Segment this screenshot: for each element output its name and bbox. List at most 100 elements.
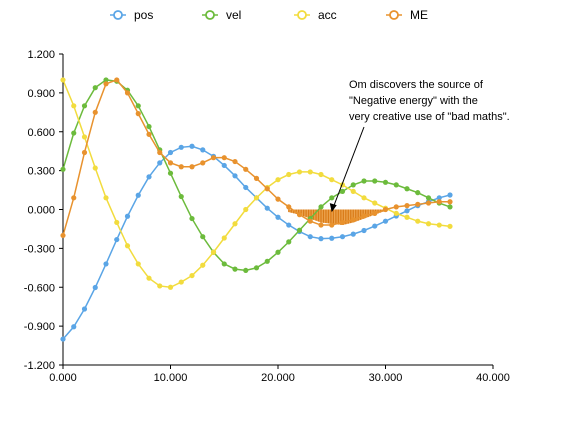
data-point-acc xyxy=(404,214,410,220)
data-point-me xyxy=(264,186,270,192)
annotation-arrow-line xyxy=(333,126,365,207)
data-point-pos xyxy=(103,261,109,267)
data-point-vel xyxy=(382,179,389,185)
data-point-vel xyxy=(146,123,152,130)
data-point-me xyxy=(71,195,77,201)
data-point-acc xyxy=(189,272,195,279)
negative-energy-area xyxy=(288,209,386,226)
legend-label: pos xyxy=(134,8,153,22)
data-point-me xyxy=(307,218,313,224)
data-point-acc xyxy=(81,134,88,140)
data-point-acc xyxy=(60,77,66,83)
data-point-vel xyxy=(286,239,292,245)
data-point-vel xyxy=(178,193,184,200)
y-tick-label: 0.900 xyxy=(27,88,55,100)
y-tick-label: 1.200 xyxy=(27,49,55,61)
data-point-acc xyxy=(296,169,303,175)
data-point-vel xyxy=(361,178,367,184)
data-point-pos xyxy=(221,162,227,169)
data-point-pos xyxy=(447,192,453,198)
data-point-me xyxy=(178,164,184,170)
legend-item-pos[interactable]: pos xyxy=(110,8,153,22)
data-point-me xyxy=(425,200,432,206)
data-point-pos xyxy=(81,306,88,312)
data-point-vel xyxy=(393,182,399,188)
data-point-acc xyxy=(425,221,432,227)
data-point-acc xyxy=(243,206,249,213)
data-point-me xyxy=(60,232,66,239)
y-tick-label: -1.200 xyxy=(24,360,55,372)
annotation-arrowhead-icon xyxy=(329,203,337,213)
data-point-me xyxy=(329,222,335,228)
legend-item-me[interactable]: ME xyxy=(386,8,428,22)
data-point-acc xyxy=(318,171,324,178)
data-point-me xyxy=(350,217,356,223)
legend-item-vel[interactable]: vel xyxy=(202,8,241,22)
data-point-pos xyxy=(167,149,174,156)
data-point-acc xyxy=(124,243,131,249)
data-point-me xyxy=(124,90,131,96)
data-point-acc xyxy=(275,177,281,183)
data-point-acc xyxy=(167,284,174,290)
data-point-vel xyxy=(329,195,335,201)
data-point-pos xyxy=(232,173,238,179)
data-point-me xyxy=(81,149,88,156)
data-point-vel xyxy=(275,249,281,255)
data-point-me xyxy=(114,77,120,83)
data-point-me xyxy=(232,158,238,165)
x-tick-label: 30.000 xyxy=(369,372,403,384)
data-point-me xyxy=(92,109,98,115)
data-point-me xyxy=(436,199,442,205)
data-point-pos xyxy=(382,218,389,224)
annotation-text-line: "Negative energy" with the xyxy=(349,95,478,107)
data-point-acc xyxy=(146,275,152,281)
data-point-pos xyxy=(157,160,163,166)
data-point-acc xyxy=(157,283,163,289)
data-point-pos xyxy=(404,208,410,214)
data-point-vel xyxy=(189,215,195,222)
y-tick-label: 0.600 xyxy=(27,127,55,139)
x-tick-label: 40.000 xyxy=(476,372,510,384)
data-point-vel xyxy=(372,178,378,184)
data-point-pos xyxy=(200,147,206,153)
data-point-me xyxy=(404,203,410,209)
data-point-pos xyxy=(264,205,270,211)
data-point-pos xyxy=(146,174,152,180)
data-point-vel xyxy=(339,188,346,194)
data-point-me xyxy=(275,196,281,202)
data-point-acc xyxy=(286,171,292,178)
x-tick-label: 10.000 xyxy=(154,372,188,384)
data-point-pos xyxy=(60,336,66,342)
data-point-pos xyxy=(350,231,356,237)
data-point-pos xyxy=(243,184,249,191)
annotation-text-line: Om discovers the source of xyxy=(349,79,484,91)
data-point-acc xyxy=(210,249,217,255)
data-point-acc xyxy=(415,218,421,224)
legend-label: ME xyxy=(410,8,428,22)
annotation-text-line: very creative use of "bad maths". xyxy=(349,111,510,123)
data-point-acc xyxy=(221,235,227,241)
data-point-acc xyxy=(436,222,442,228)
data-point-pos xyxy=(286,222,292,228)
data-point-me xyxy=(189,164,195,170)
data-point-me xyxy=(318,222,324,228)
data-point-pos xyxy=(339,234,346,240)
data-point-vel xyxy=(81,103,88,109)
data-point-me xyxy=(210,155,217,161)
data-point-me xyxy=(415,201,421,207)
data-point-vel xyxy=(71,130,77,136)
data-point-vel xyxy=(447,204,453,210)
legend-item-acc[interactable]: acc xyxy=(294,8,337,22)
data-point-me xyxy=(200,160,206,166)
data-point-vel xyxy=(167,170,174,176)
legend-marker-icon xyxy=(205,10,215,20)
data-point-vel xyxy=(318,204,324,210)
data-point-pos xyxy=(178,144,184,150)
legend-marker-icon xyxy=(389,10,399,20)
data-point-me xyxy=(393,204,399,210)
data-point-acc xyxy=(71,103,77,109)
data-point-acc xyxy=(329,177,335,183)
legend-marker-icon xyxy=(113,10,123,20)
